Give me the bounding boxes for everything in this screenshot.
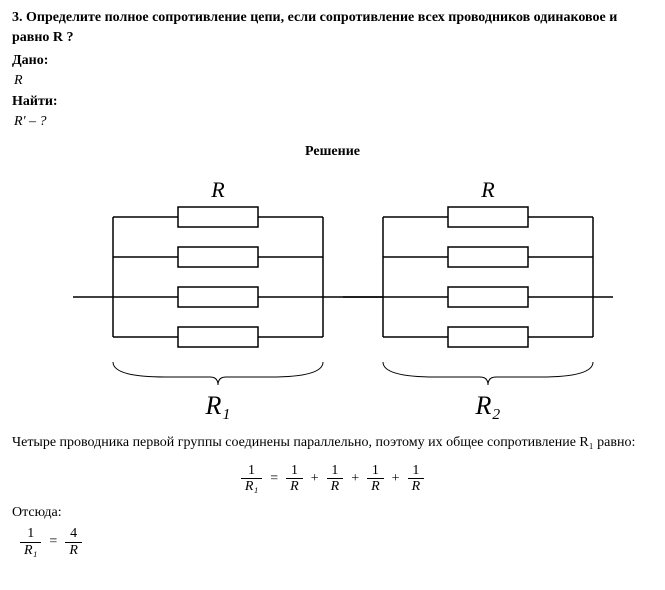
plus-sign: + bbox=[351, 469, 359, 489]
solution-body: Четыре проводника первой группы соединен… bbox=[12, 433, 653, 453]
eq1-rhs-2: 1 R bbox=[367, 463, 384, 495]
given-value: R bbox=[14, 71, 653, 91]
given-label: Дано: bbox=[12, 51, 653, 71]
problem-statement: 3. Определите полное сопротивление цепи,… bbox=[12, 8, 653, 47]
equals-sign: = bbox=[270, 469, 278, 489]
find-value: R' – ? bbox=[14, 112, 653, 132]
eq2-rhs: 4 R bbox=[65, 526, 82, 558]
problem-number: 3. bbox=[12, 10, 23, 25]
find-label: Найти: bbox=[12, 92, 653, 112]
eq1-rhs-3: 1 R bbox=[408, 463, 425, 495]
equation-2: 1 R₁ = 4 R bbox=[16, 524, 653, 558]
svg-text:R: R bbox=[480, 177, 495, 202]
circuit-diagram: R R₁ R R₂ bbox=[12, 167, 653, 427]
circuit-svg: R R₁ R R₂ bbox=[53, 167, 613, 427]
hence-text: Отсюда: bbox=[12, 503, 653, 523]
eq2-lhs: 1 R₁ bbox=[20, 526, 41, 558]
svg-text:R₂: R₂ bbox=[474, 391, 500, 420]
eq1-lhs: 1 R₁ bbox=[241, 463, 262, 495]
solution-title: Решение bbox=[12, 142, 653, 162]
eq1-rhs-1: 1 R bbox=[327, 463, 344, 495]
problem-text: Определите полное сопротивление цепи, ес… bbox=[12, 10, 617, 45]
svg-text:R₁: R₁ bbox=[204, 391, 230, 420]
plus-sign: + bbox=[392, 469, 400, 489]
equation-1: 1 R₁ = 1 R + 1 R + 1 R + 1 R bbox=[12, 461, 653, 495]
svg-text:R: R bbox=[210, 177, 225, 202]
equals-sign: = bbox=[49, 532, 57, 552]
plus-sign: + bbox=[311, 469, 319, 489]
eq1-rhs-0: 1 R bbox=[286, 463, 303, 495]
